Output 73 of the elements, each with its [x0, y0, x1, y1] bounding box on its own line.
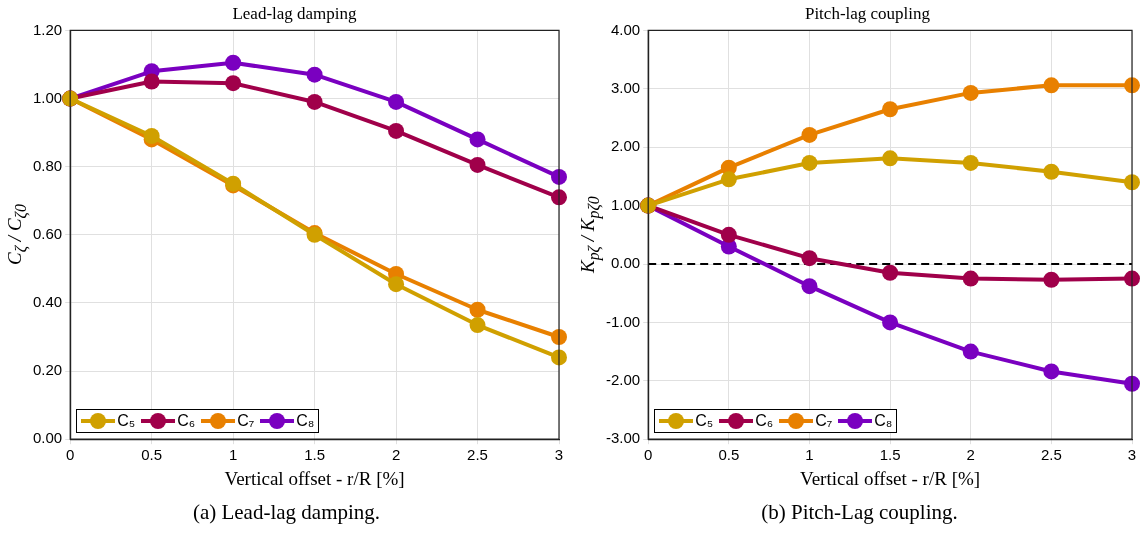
point — [469, 131, 486, 148]
legend-label: C₅ — [117, 412, 136, 431]
point — [882, 150, 899, 167]
x-axis-title: Vertical offset - r/R [%] — [800, 467, 981, 489]
point — [720, 171, 737, 188]
point — [962, 154, 979, 171]
x-tick-label: 0 — [66, 446, 75, 464]
point — [801, 154, 818, 171]
y-tick-label: 4.00 — [610, 20, 641, 38]
y-tick-label: -1.00 — [605, 312, 641, 330]
point — [801, 126, 818, 143]
text: (b) Pitch-Lag coupling. — [760, 500, 959, 525]
point — [882, 264, 899, 281]
point — [388, 93, 405, 110]
y-tick-label: -2.00 — [605, 370, 641, 388]
legend-label: C₈ — [874, 412, 893, 431]
y-tick-label: 0.80 — [32, 156, 63, 174]
point — [1043, 363, 1060, 380]
y-tick-label: 0.60 — [32, 224, 63, 242]
x-tick-label: 2 — [966, 446, 975, 464]
x-tick-label: 1.5 — [879, 446, 901, 464]
y-tick-label: -3.00 — [605, 429, 641, 447]
point — [225, 54, 242, 71]
chart-title: Lead-lag damping — [232, 3, 358, 23]
legend-label: C₆ — [755, 412, 774, 431]
point — [882, 101, 899, 118]
y-tick-label: 0.00 — [32, 429, 63, 447]
point — [882, 314, 899, 331]
point — [962, 84, 979, 101]
x-tick-label: 2.5 — [1040, 446, 1062, 464]
x-tick-label: 2 — [391, 446, 401, 464]
x-tick-label: 1 — [805, 446, 814, 464]
point — [1043, 163, 1060, 180]
y-tick-label: 0.40 — [32, 293, 63, 311]
x-tick-label: 0.5 — [141, 446, 163, 464]
point — [469, 317, 486, 334]
legend-label: C₇ — [237, 412, 255, 431]
point — [1043, 77, 1060, 94]
x-tick-label: 0 — [644, 446, 653, 464]
x-tick-label: 1 — [228, 446, 238, 464]
point — [225, 75, 242, 92]
y-tick-label: 0.00 — [610, 254, 641, 272]
x-tick-label: 3 — [1127, 446, 1137, 464]
y-tick-label: 3.00 — [610, 78, 641, 96]
point — [1043, 271, 1060, 288]
legend-label: C₈ — [296, 412, 315, 431]
y-tick-label: 2.00 — [610, 137, 641, 155]
y-tick-label: 1.20 — [32, 20, 63, 38]
legend-label: C₇ — [815, 412, 833, 431]
x-tick-label: 0.5 — [718, 446, 740, 464]
point — [469, 301, 486, 318]
point — [962, 270, 979, 287]
x-tick-label: 2.5 — [467, 446, 488, 464]
chart-title: Pitch-lag coupling — [804, 3, 931, 23]
point — [801, 278, 818, 295]
point — [388, 122, 405, 139]
y-tick-label: 0.20 — [32, 361, 63, 379]
point — [388, 276, 405, 293]
point — [469, 156, 486, 173]
point — [306, 66, 323, 83]
point — [962, 343, 979, 360]
point — [143, 73, 160, 90]
legend-label: C₆ — [177, 412, 196, 431]
y-tick-label: 1.00 — [610, 195, 641, 213]
y-tick-label: 1.00 — [32, 88, 63, 106]
point — [720, 226, 737, 243]
text: (a) Lead-lag damping. — [191, 500, 382, 525]
point — [801, 250, 818, 267]
point — [306, 93, 323, 110]
legend-label: C₅ — [695, 412, 714, 431]
x-axis-title: Vertical offset - r/R [%] — [224, 467, 405, 489]
x-tick-label: 1.5 — [304, 446, 326, 464]
x-tick-label: 3 — [554, 446, 564, 464]
